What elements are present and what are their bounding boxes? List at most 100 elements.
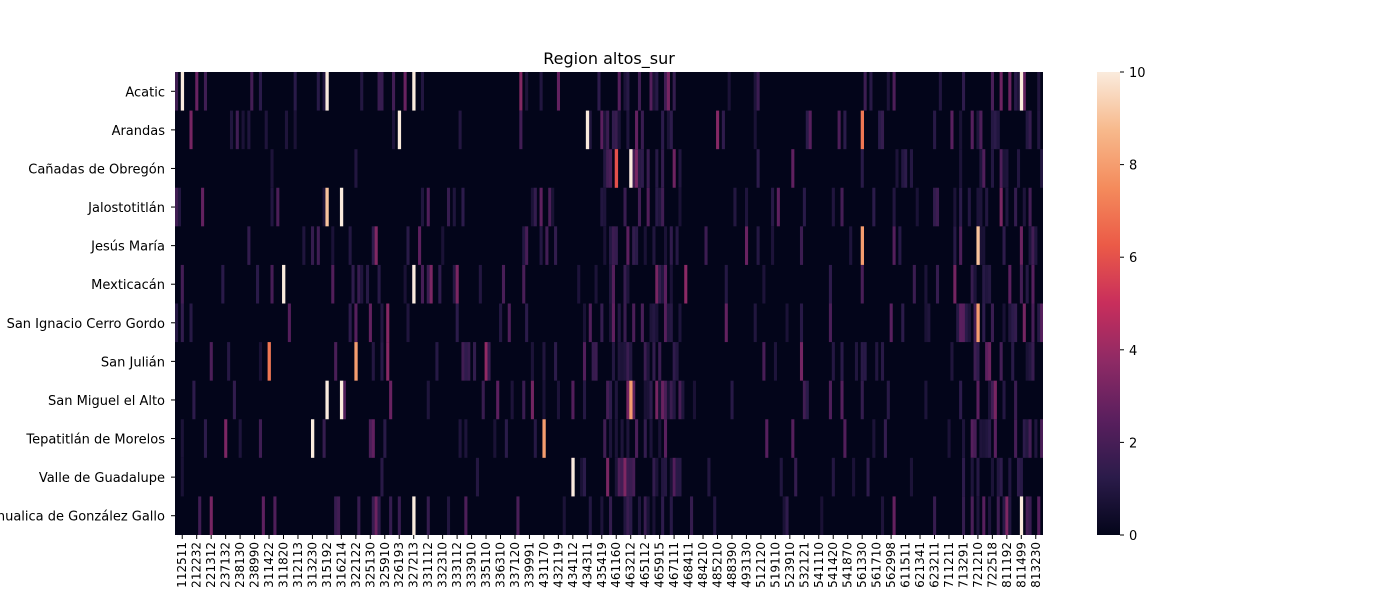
heatmap-cell xyxy=(1037,72,1041,111)
heatmap-cell xyxy=(860,264,864,304)
heatmap-cell xyxy=(898,226,902,265)
heatmap-cell xyxy=(933,110,937,150)
heatmap-cell xyxy=(221,264,225,304)
heatmap-cell xyxy=(441,226,445,265)
heatmap-cell xyxy=(380,457,384,497)
heatmap-cell xyxy=(988,342,992,381)
heatmap-cell xyxy=(1019,226,1023,265)
heatmap-cell xyxy=(368,303,372,343)
colorbar-tick-label: 4 xyxy=(1129,344,1137,359)
heatmap-cell xyxy=(692,380,696,420)
heatmap-cell xyxy=(365,264,370,304)
heatmap-cell xyxy=(979,149,983,188)
x-tick-label: 561710 xyxy=(870,542,884,588)
heatmap-cell xyxy=(999,72,1003,111)
x-tick-label: 311820 xyxy=(277,542,291,588)
heatmap-cell xyxy=(996,496,1000,535)
x-tick-label: 541420 xyxy=(826,542,840,588)
heatmap-cell xyxy=(993,419,997,458)
heatmap-cell-highlight xyxy=(412,72,416,111)
heatmap-cell xyxy=(1034,226,1038,265)
x-tick-label: 332310 xyxy=(436,542,450,588)
heatmap-cell xyxy=(727,72,731,111)
heatmap-cell xyxy=(238,419,242,458)
x-tick-label: 485210 xyxy=(711,542,725,588)
heatmap-cell xyxy=(756,149,760,188)
heatmap-cell xyxy=(580,457,584,497)
heatmap-cell xyxy=(403,264,407,304)
heatmap-cell xyxy=(331,226,335,265)
heatmap-cell xyxy=(649,380,653,420)
heatmap-cell xyxy=(849,226,853,265)
x-tick-label: 434311 xyxy=(580,542,594,588)
heatmap-cell xyxy=(368,419,372,458)
heatmap-cell xyxy=(956,303,960,343)
heatmap-cell xyxy=(446,496,451,535)
heatmap-cell xyxy=(953,187,957,227)
x-tick-label: 493130 xyxy=(739,542,753,588)
heatmap-cell xyxy=(655,149,659,188)
heatmap-cell-highlight xyxy=(860,226,865,265)
heatmap-cell xyxy=(620,342,624,381)
heatmap-cell xyxy=(377,264,381,304)
heatmap-cell xyxy=(452,187,456,227)
heatmap-cell xyxy=(669,264,673,304)
heatmap-cell xyxy=(594,264,598,304)
heatmap-cell xyxy=(623,187,627,227)
x-tick-label: 461160 xyxy=(609,542,623,588)
heatmap-cell xyxy=(970,264,974,304)
heatmap-cell xyxy=(1016,72,1021,111)
heatmap-cell xyxy=(655,72,659,111)
heatmap-cell xyxy=(637,72,642,111)
heatmap-cell xyxy=(606,149,610,188)
heatmap-cell xyxy=(655,303,659,343)
heatmap-cell xyxy=(753,110,757,150)
heatmap-cell xyxy=(337,496,341,535)
heatmap-cell xyxy=(753,303,757,343)
heatmap-cell xyxy=(661,264,665,304)
heatmap-cell xyxy=(996,457,1000,497)
heatmap-cell xyxy=(1014,380,1018,420)
heatmap-cell xyxy=(348,303,352,343)
x-tick-label: 488390 xyxy=(725,542,739,588)
heatmap-cell xyxy=(675,226,679,265)
heatmap-cell xyxy=(658,380,662,420)
heatmap-cell xyxy=(475,457,479,497)
heatmap-cell xyxy=(661,149,665,188)
x-tick-label: 621341 xyxy=(913,542,927,588)
x-tick-label: 523910 xyxy=(783,542,797,588)
heatmap-cell xyxy=(878,110,882,150)
heatmap-cell xyxy=(999,187,1003,227)
heatmap-cell xyxy=(635,226,639,265)
heatmap-cell xyxy=(637,187,642,227)
heatmap-cell xyxy=(435,342,439,381)
heatmap-cell xyxy=(609,264,613,304)
heatmap-cell xyxy=(380,303,384,343)
heatmap-cell xyxy=(640,303,644,343)
x-tick-label: 337120 xyxy=(508,542,522,588)
heatmap-cell xyxy=(883,419,887,458)
heatmap-cell xyxy=(1031,342,1035,381)
heatmap-cell xyxy=(539,226,543,265)
heatmap-cell xyxy=(672,72,676,111)
x-tick-label: 112511 xyxy=(175,542,189,588)
heatmap-cell xyxy=(982,303,986,343)
heatmap-cell xyxy=(293,72,297,111)
heatmap-cell-highlight xyxy=(571,457,575,497)
x-tick-label: 212232 xyxy=(190,542,204,588)
heatmap-cell xyxy=(652,457,656,497)
heatmap-cell-highlight xyxy=(325,380,329,420)
heatmap-cell xyxy=(446,187,451,227)
heatmap-cell xyxy=(1028,226,1032,265)
heatmap-cell xyxy=(646,187,650,227)
y-tick-label: San Julián xyxy=(101,355,165,370)
heatmap-cell-highlight xyxy=(412,496,416,535)
x-tick-label: 325130 xyxy=(363,542,377,588)
heatmap-cell xyxy=(993,380,997,420)
heatmap-cell xyxy=(990,149,995,188)
heatmap-cell xyxy=(643,419,647,458)
heatmap-cell xyxy=(261,496,265,535)
heatmap-cell-highlight xyxy=(325,187,329,227)
heatmap-cell xyxy=(455,303,459,343)
